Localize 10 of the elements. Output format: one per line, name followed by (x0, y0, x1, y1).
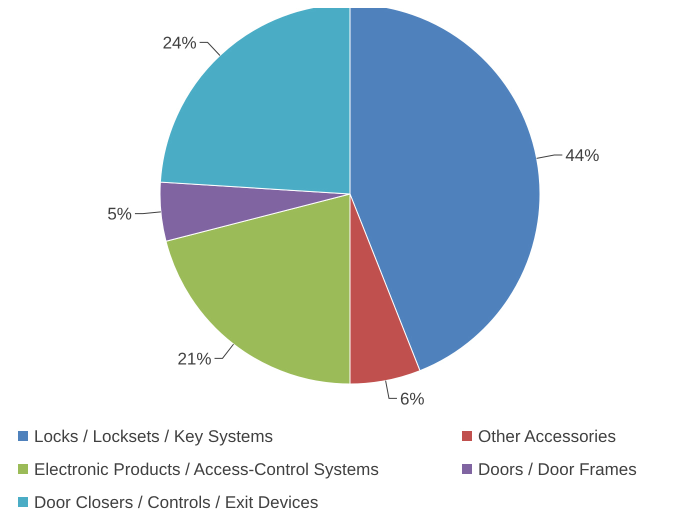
data-label: 5% (107, 204, 132, 224)
data-label: 21% (177, 349, 212, 368)
data-label: 24% (162, 33, 197, 52)
legend-label: Other Accessories (478, 426, 616, 446)
legend-label: Doors / Door Frames (478, 460, 637, 479)
legend-label: Electronic Products / Access-Control Systems (34, 460, 379, 479)
legend-label: Door Closers / Controls / Exit Devices (34, 492, 318, 512)
legend-label: Locks / Locksets / Key Systems (34, 426, 274, 446)
data-label: 44% (565, 146, 600, 165)
data-label: 6% (400, 389, 425, 408)
